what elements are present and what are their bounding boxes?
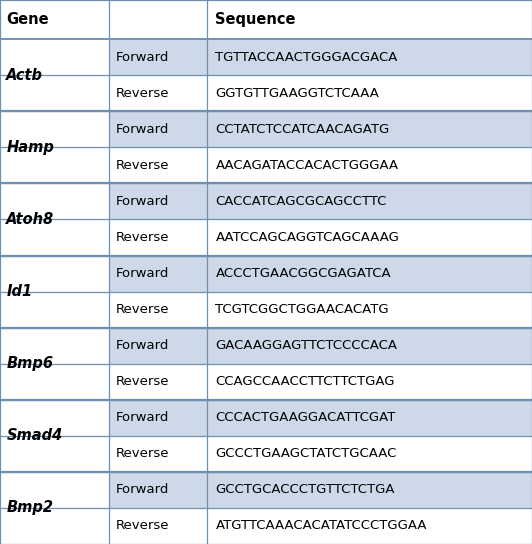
Bar — [109, 436, 207, 472]
Bar — [207, 75, 532, 112]
Bar — [207, 39, 532, 75]
Bar — [207, 147, 532, 183]
Bar — [207, 364, 532, 400]
Bar — [0, 183, 109, 219]
Bar — [109, 472, 207, 508]
Bar — [109, 39, 207, 75]
Bar — [0, 364, 109, 400]
Text: Reverse: Reverse — [115, 447, 169, 460]
Bar — [207, 436, 532, 472]
Text: GCCCTGAAGCTATCTGCAAC: GCCCTGAAGCTATCTGCAAC — [215, 447, 397, 460]
Bar — [109, 400, 207, 436]
Text: Atoh8: Atoh8 — [6, 212, 54, 227]
Bar — [109, 364, 207, 400]
Bar — [0, 508, 109, 544]
Text: CCCACTGAAGGACATTCGAT: CCCACTGAAGGACATTCGAT — [215, 411, 396, 424]
Text: Reverse: Reverse — [115, 375, 169, 388]
Bar — [0, 219, 109, 256]
Text: Actb: Actb — [6, 67, 44, 83]
Bar — [0, 400, 109, 436]
Bar — [207, 292, 532, 327]
Bar — [0, 436, 109, 472]
Bar — [207, 0, 532, 39]
Bar — [207, 327, 532, 364]
Bar — [109, 219, 207, 256]
Bar — [109, 256, 207, 292]
Text: Reverse: Reverse — [115, 86, 169, 100]
Text: Sequence: Sequence — [215, 12, 296, 27]
Bar — [0, 472, 109, 508]
Bar — [207, 256, 532, 292]
Bar — [207, 183, 532, 219]
Bar — [109, 112, 207, 147]
Text: Forward: Forward — [115, 411, 169, 424]
Bar — [0, 112, 109, 147]
Bar — [207, 472, 532, 508]
Text: Forward: Forward — [115, 339, 169, 352]
Bar — [0, 292, 109, 327]
Text: CACCATCAGCGCAGCCTTC: CACCATCAGCGCAGCCTTC — [215, 195, 387, 208]
Bar — [0, 256, 109, 292]
Text: Forward: Forward — [115, 484, 169, 497]
Bar — [109, 183, 207, 219]
Text: Reverse: Reverse — [115, 159, 169, 172]
Text: AATCCAGCAGGTCAGCAAAG: AATCCAGCAGGTCAGCAAAG — [215, 231, 400, 244]
Bar — [207, 400, 532, 436]
Bar — [207, 219, 532, 256]
Text: Reverse: Reverse — [115, 231, 169, 244]
Text: Forward: Forward — [115, 51, 169, 64]
Text: TCGTCGGCTGGAACACATG: TCGTCGGCTGGAACACATG — [215, 303, 389, 316]
Text: GACAAGGAGTTCTCCCCACA: GACAAGGAGTTCTCCCCACA — [215, 339, 397, 352]
Text: ACCCTGAACGGCGAGATCA: ACCCTGAACGGCGAGATCA — [215, 267, 391, 280]
Text: Forward: Forward — [115, 267, 169, 280]
Text: Forward: Forward — [115, 123, 169, 136]
Text: CCAGCCAACCTTCTTCTGAG: CCAGCCAACCTTCTTCTGAG — [215, 375, 395, 388]
Bar — [0, 75, 109, 112]
Text: Gene: Gene — [6, 12, 49, 27]
Bar — [109, 508, 207, 544]
Text: Reverse: Reverse — [115, 303, 169, 316]
Bar — [0, 0, 109, 39]
Text: Smad4: Smad4 — [6, 428, 63, 443]
Bar — [0, 327, 109, 364]
Bar — [109, 75, 207, 112]
Bar — [0, 39, 109, 75]
Text: AACAGATACCACACTGGGAA: AACAGATACCACACTGGGAA — [215, 159, 398, 172]
Text: TGTTACCAACTGGGACGACA: TGTTACCAACTGGGACGACA — [215, 51, 398, 64]
Text: Hamp: Hamp — [6, 140, 54, 155]
Text: Bmp2: Bmp2 — [6, 500, 53, 516]
Bar — [0, 147, 109, 183]
Text: GGTGTTGAAGGTCTCAAA: GGTGTTGAAGGTCTCAAA — [215, 86, 379, 100]
Text: Reverse: Reverse — [115, 520, 169, 533]
Text: Forward: Forward — [115, 195, 169, 208]
Bar — [207, 508, 532, 544]
Bar — [207, 112, 532, 147]
Text: Bmp6: Bmp6 — [6, 356, 53, 371]
Bar — [109, 292, 207, 327]
Text: CCTATCTCCATCAACAGATG: CCTATCTCCATCAACAGATG — [215, 123, 390, 136]
Bar — [109, 147, 207, 183]
Text: Id1: Id1 — [6, 284, 32, 299]
Text: ATGTTCAAACACATATCCCTGGAA: ATGTTCAAACACATATCCCTGGAA — [215, 520, 427, 533]
Bar — [109, 327, 207, 364]
Text: GCCTGCACCCTGTTCTCTGA: GCCTGCACCCTGTTCTCTGA — [215, 484, 395, 497]
Bar — [109, 0, 207, 39]
